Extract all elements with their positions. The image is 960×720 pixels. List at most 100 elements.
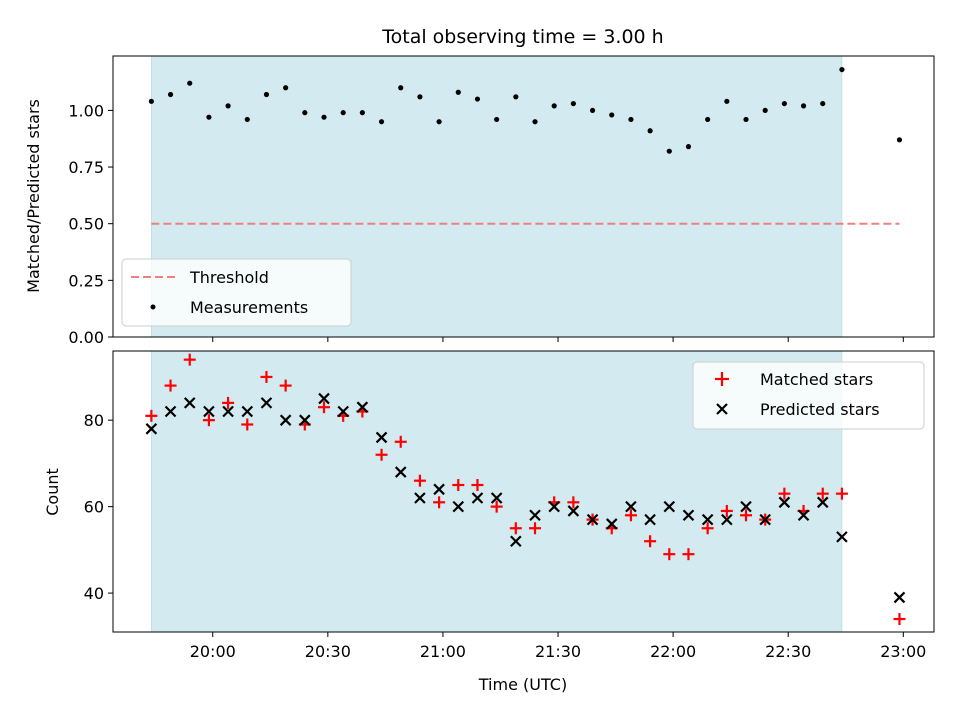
measurement-point: [283, 85, 289, 91]
matched-star-point: [394, 435, 407, 448]
legend-predicted-swatch: [716, 403, 728, 415]
matched-star-point: [471, 479, 484, 492]
matched-star-point: [624, 509, 637, 522]
measurement-point: [532, 119, 538, 125]
count-panel-frame: [112, 350, 935, 633]
predicted-star-point: [721, 513, 733, 526]
ratio-legend-box: [121, 258, 352, 327]
measurement-point: [570, 100, 576, 107]
matched-star-point: [164, 379, 177, 392]
predicted-star-point: [433, 483, 445, 496]
measurement-point: [685, 144, 692, 150]
matched-star-point: [740, 509, 753, 522]
predicted-star-point: [816, 496, 829, 509]
measurement-point: [820, 100, 826, 107]
predicted-star-point: [510, 535, 522, 547]
predicted-star-point: [490, 492, 503, 504]
count-y-tick-label: 40: [84, 584, 104, 603]
matched-star-point: [778, 487, 791, 500]
measurement-point: [398, 85, 404, 91]
predicted-star-point: [836, 531, 848, 543]
measurement-point: [628, 116, 634, 123]
predicted-star-point: [567, 505, 580, 517]
predicted-star-point: [548, 500, 560, 513]
measurement-point: [666, 148, 672, 154]
matched-star-point: [279, 379, 292, 392]
matched-star-point: [893, 613, 906, 626]
ratio-legend: Threshold Measurements: [121, 258, 352, 327]
matched-star-point: [260, 370, 273, 383]
x-tick-label: 22:00: [650, 642, 696, 661]
matched-star-point: [567, 496, 580, 509]
ratio-panel: 0.00 0.25 0.50 0.75 1.00 Matched/Predicted s…: [24, 55, 935, 347]
measurement-point: [302, 110, 308, 116]
predicted-star-point: [394, 466, 407, 478]
measurement-point: [225, 103, 231, 109]
measurement-point: [494, 116, 500, 123]
measurement-point: [417, 94, 423, 100]
measurement-point: [647, 128, 653, 134]
matched-star-point: [835, 487, 848, 500]
measurement-point: [455, 89, 461, 95]
x-axis-label: Time (UTC): [478, 675, 567, 694]
matched-star-point: [183, 353, 196, 366]
measurement-point: [762, 107, 768, 113]
predicted-star-point: [682, 509, 695, 522]
matched-star-point: [509, 522, 522, 535]
ratio-y-tick-label: 0.75: [68, 158, 104, 177]
measurement-point: [800, 103, 807, 109]
legend-matched-label: Matched stars: [760, 370, 873, 389]
predicted-star-point: [797, 509, 810, 522]
legend-threshold-label: Threshold: [189, 268, 269, 287]
legend-measurements-label: Measurements: [190, 298, 308, 317]
legend-predicted-label: Predicted stars: [760, 400, 880, 419]
matched-star-point: [452, 479, 465, 492]
count-panel: 40 60 80 20:00 20:30 21:00 21:30 22:00 22:30 23:…: [43, 350, 935, 694]
chart-title: Total observing time = 3.00 h: [381, 26, 663, 48]
x-tick-label: 20:30: [305, 642, 351, 661]
count-legend: Matched stars Predicted stars: [692, 361, 925, 430]
ratio-y-axis-label: Matched/Predicted stars: [24, 99, 43, 293]
predicted-star-point: [701, 513, 714, 526]
x-tick-label: 22:30: [765, 642, 811, 661]
predicted-star-point: [356, 401, 369, 413]
matched-star-point: [241, 418, 254, 431]
matched-star-point: [318, 401, 331, 414]
measurement-point: [263, 91, 270, 98]
predicted-star-point: [222, 405, 234, 418]
matched-star-point: [202, 414, 215, 427]
matched-star-point: [433, 496, 446, 509]
measurement-point: [148, 98, 154, 104]
predicted-star-point: [375, 431, 388, 444]
count-y-tick-label: 60: [84, 498, 104, 517]
predicted-star-point: [529, 509, 541, 522]
x-tick-label: 23:00: [880, 642, 926, 661]
ratio-x-axis-ticks: [212, 337, 904, 342]
x-tick-label: 21:30: [535, 642, 581, 661]
measurement-point: [589, 107, 596, 113]
predicted-star-point: [663, 500, 676, 513]
predicted-star-point: [299, 414, 311, 426]
count-y-axis-label: Count: [43, 468, 62, 516]
ratio-y-tick-label: 0.50: [68, 215, 104, 234]
predicted-star-point: [586, 513, 599, 526]
measurement-point: [187, 80, 193, 86]
legend-measurements-swatch: [150, 304, 156, 310]
predicted-star-point: [164, 405, 177, 418]
ratio-y-tick-label: 1.00: [68, 101, 104, 120]
measurement-point: [244, 116, 250, 123]
predicted-star-point: [605, 518, 618, 530]
predicted-star-point: [318, 392, 330, 405]
predicted-star-point: [183, 397, 196, 409]
ratio-y-axis-ticks: 0.00 0.25 0.50 0.75 1.00: [68, 101, 113, 347]
matched-star-point: [413, 474, 426, 487]
ratio-y-tick-label: 0.00: [68, 328, 104, 347]
matched-star-point: [663, 548, 676, 561]
ratio-y-tick-label: 0.25: [68, 271, 104, 290]
measurement-point: [206, 114, 212, 120]
measurement-point: [513, 94, 519, 100]
matched-star-point: [375, 448, 388, 461]
predicted-stars-series: [145, 392, 906, 604]
measurement-point: [781, 100, 787, 107]
matched-star-point: [701, 522, 714, 535]
